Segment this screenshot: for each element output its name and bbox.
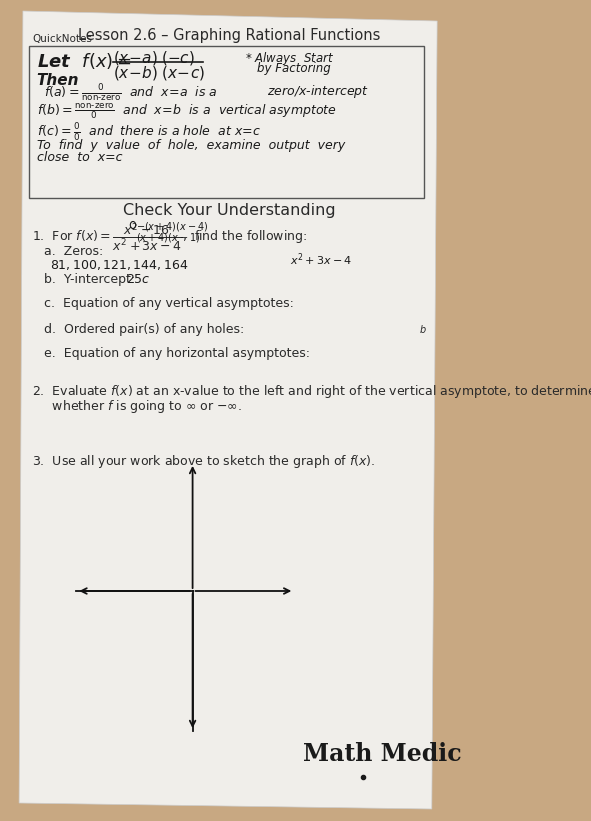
Text: $*$ Always  Start: $*$ Always Start [245, 50, 334, 67]
Text: $81, 100, 121, 144, 164$: $81, 100, 121, 144, 164$ [50, 258, 188, 272]
Text: $(x+4)(x-1)$: $(x+4)(x-1)$ [136, 231, 200, 244]
Text: 2.  Evaluate $f(x)$ at an x-value to the left and right of the vertical asymptot: 2. Evaluate $f(x)$ at an x-value to the … [32, 383, 591, 400]
Text: whether $f$ is going to $\infty$ or $-\infty$.: whether $f$ is going to $\infty$ or $-\i… [32, 398, 242, 415]
Bar [29, 46, 424, 198]
Text: QuickNotes: QuickNotes [32, 34, 92, 44]
Text: Let  $f(x)=$: Let $f(x)=$ [37, 51, 131, 71]
Text: $(x\!-\!b)\;(x\!-\!c)$: $(x\!-\!b)\;(x\!-\!c)$ [113, 64, 205, 82]
Text: To  find  y  value  of  hole,  examine  output  very: To find y value of hole, examine output … [37, 139, 345, 152]
Text: close  to  x=c: close to x=c [37, 151, 122, 164]
Text: by Factoring: by Factoring [256, 62, 330, 75]
Text: zero/$x$-intercept: zero/$x$-intercept [268, 83, 369, 100]
Text: $f(c) = \frac{0}{0}$  and  there is a hole  at $x\!=\!c$: $f(c) = \frac{0}{0}$ and there is a hole… [37, 121, 261, 143]
Polygon shape [19, 11, 437, 809]
Text: $25c$: $25c$ [126, 273, 151, 286]
Text: c.  Equation of any vertical asymptotes:: c. Equation of any vertical asymptotes: [44, 297, 294, 310]
Text: $x^2+3x-4$: $x^2+3x-4$ [290, 251, 352, 268]
Text: b.  Y-intercept:: b. Y-intercept: [44, 273, 135, 286]
Text: $f(b) = \frac{\text{non-zero}}{0}$  and  $x\!=\!b$  is a  vertical asymptote: $f(b) = \frac{\text{non-zero}}{0}$ and $… [37, 101, 337, 121]
Text: Check Your Understanding: Check Your Understanding [123, 203, 336, 218]
Text: $(x\!-\!a)\;(-c)$: $(x\!-\!a)\;(-c)$ [113, 49, 195, 67]
Text: $f(a) = \frac{0}{\text{non-zero}}$  and  $x\!=\!a$  is a: $f(a) = \frac{0}{\text{non-zero}}$ and $… [44, 83, 218, 104]
Text: $-(x+4)(x-4)$: $-(x+4)(x-4)$ [136, 220, 209, 233]
Text: $b$: $b$ [419, 323, 427, 335]
Text: d.  Ordered pair(s) of any holes:: d. Ordered pair(s) of any holes: [44, 323, 244, 336]
Text: Then: Then [37, 73, 79, 88]
Text: e.  Equation of any horizontal asymptotes:: e. Equation of any horizontal asymptotes… [44, 347, 310, 360]
Text: Math Medic: Math Medic [303, 742, 462, 766]
Text: 3.  Use all your work above to sketch the graph of $f(x)$.: 3. Use all your work above to sketch the… [32, 453, 375, 470]
Text: 1.  For $f(x) = \dfrac{x^2-16}{x^2+3x-4}$,  find the following:: 1. For $f(x) = \dfrac{x^2-16}{x^2+3x-4}$… [32, 221, 307, 253]
Text: Lesson 2.6 – Graphing Rational Functions: Lesson 2.6 – Graphing Rational Functions [78, 28, 381, 43]
Text: a.  Zeros:: a. Zeros: [44, 245, 103, 258]
